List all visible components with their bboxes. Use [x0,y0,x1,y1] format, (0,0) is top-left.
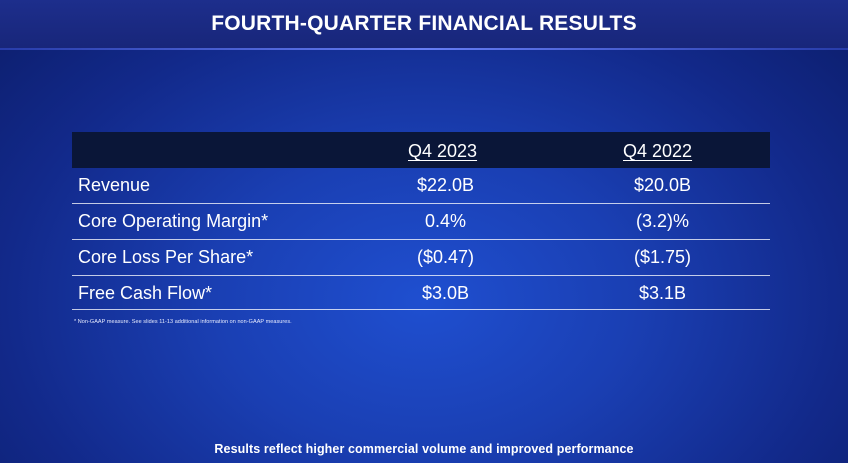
row-label: Core Loss Per Share* [78,247,254,267]
row-label: Free Cash Flow* [78,283,213,303]
slide-title: FOURTH-QUARTER FINANCIAL RESULTS [211,12,637,35]
column-header-q4-2022: Q4 2022 [623,141,693,161]
cell-q4-2023: 0.4% [424,211,467,231]
row-label: Core Operating Margin* [78,211,269,231]
title-divider [0,48,848,50]
table-row: Free Cash Flow* $3.0B $3.1B [72,276,770,310]
cell-q4-2022: $20.0B [633,175,692,195]
cell-q4-2023: $3.0B [421,283,470,303]
summary-caption: Results reflect higher commercial volume… [214,442,634,456]
financial-results-table: Q4 2023 Q4 2022 Revenue $22.0B $20.0B Co… [72,132,770,310]
footnote: * Non-GAAP measure. See slides 11-13 add… [74,319,292,325]
title-bar: FOURTH-QUARTER FINANCIAL RESULTS [0,0,848,48]
row-label: Revenue [78,175,151,195]
column-header-q4-2023: Q4 2023 [408,141,478,161]
table-row: Revenue $22.0B $20.0B [72,168,770,204]
table-header-row: Q4 2023 Q4 2022 [72,132,770,168]
cell-q4-2023: $22.0B [416,175,475,195]
table-row: Core Loss Per Share* ($0.47) ($1.75) [72,240,770,276]
cell-q4-2022: ($1.75) [633,247,692,267]
table-row: Core Operating Margin* 0.4% (3.2)% [72,204,770,240]
cell-q4-2023: ($0.47) [416,247,475,267]
cell-q4-2022: (3.2)% [635,211,689,231]
cell-q4-2022: $3.1B [638,283,687,303]
